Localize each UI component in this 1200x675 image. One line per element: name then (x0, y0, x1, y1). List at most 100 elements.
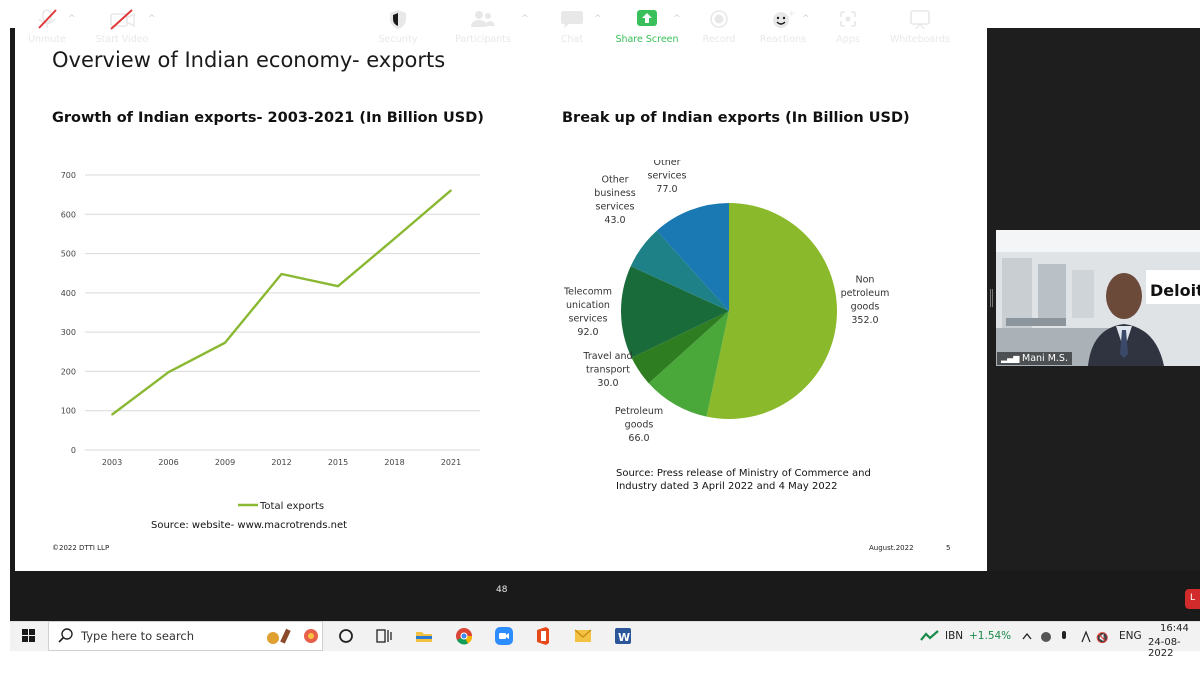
input-language[interactable]: ENG (1119, 630, 1142, 642)
chat-label: Chat (560, 34, 584, 45)
whiteboards-button[interactable]: Whiteboards (890, 0, 950, 50)
clock-time[interactable]: 16:44 (1160, 623, 1189, 634)
video-options-chevron-icon[interactable]: ^ (148, 14, 156, 24)
muted-mic-icon (38, 9, 57, 29)
participant-name-text: Mani M.S. (1022, 353, 1068, 364)
chrome-icon[interactable] (454, 626, 474, 646)
whiteboards-label: Whiteboards (889, 34, 950, 45)
line-chart: 0 100 200 300 400 500 600 700 2003 2006 2009 2012 2… (61, 171, 480, 512)
pie-label-line: unication (566, 300, 610, 311)
line-chart-title: Growth of Indian exports- 2003-2021 (In … (52, 110, 484, 126)
x-tick-label: 2012 (271, 458, 291, 467)
windows-start-icon[interactable] (22, 629, 36, 643)
pie-label-line: services (569, 314, 608, 325)
participants-options-chevron-icon[interactable]: ^ (521, 14, 529, 24)
office-icon[interactable] (533, 626, 553, 646)
security-button[interactable]: Security (378, 0, 418, 50)
x-tick-label: 2018 (384, 458, 404, 467)
shield-icon (390, 10, 406, 29)
pie-label-line: 43.0 (604, 215, 625, 226)
reactions-options-chevron-icon[interactable]: ^ (802, 14, 810, 24)
record-button[interactable]: Record (702, 0, 736, 50)
participants-count: 48 (496, 585, 508, 595)
file-explorer-icon[interactable] (414, 626, 434, 646)
chat-options-chevron-icon[interactable]: ^ (594, 14, 602, 24)
audio-options-chevron-icon[interactable]: ^ (68, 14, 76, 24)
pie-label-line: Non (856, 275, 875, 286)
pie-label-line: 92.0 (577, 327, 598, 338)
security-label: Security (378, 34, 418, 45)
pie-slice-label: Other business services 43.0 (594, 175, 635, 227)
pie-slice-label: Non petroleum goods 352.0 (841, 275, 890, 327)
pie-label-line: Telecomm (563, 287, 612, 298)
clock-date[interactable]: 24-08-2022 (1148, 637, 1181, 659)
system-tray-icons[interactable]: 🔇 (1022, 630, 1122, 644)
pie-chart: Non petroleum goods 352.0 Petroleum goods 66.0… (563, 160, 890, 444)
volume-icon: 🔇 (1096, 631, 1108, 644)
taskbar-search-input[interactable]: Type here to search (81, 629, 195, 643)
share-screen-icon (637, 10, 657, 26)
pie-slice-label: Telecomm unication services 92.0 (563, 287, 612, 339)
share-screen-label: Share Screen (615, 34, 679, 45)
chat-bubble-icon (561, 11, 583, 28)
task-view-icon[interactable] (374, 626, 394, 646)
pie-label-line: petroleum (841, 288, 890, 299)
pie-slice (706, 203, 837, 419)
svg-text:+: + (788, 9, 796, 19)
participant-name: ▂▄▆ Mani M.S. (997, 352, 1072, 365)
pie-label-line: 77.0 (656, 184, 677, 195)
stock-trend-icon (920, 630, 939, 641)
pie-label-line: 66.0 (628, 433, 649, 444)
pie-label-line: transport (586, 365, 630, 376)
pie-slice (630, 230, 729, 311)
apps-icon (840, 11, 856, 27)
stock-change: +1.54% (969, 630, 1012, 642)
pie-label-line: Other (602, 175, 629, 186)
y-tick-label: 400 (61, 289, 76, 298)
microphone-icon (1062, 631, 1066, 639)
participant-video[interactable]: Deloit (996, 230, 1200, 366)
record-icon (710, 10, 728, 28)
share-screen-button[interactable]: Share Screen (615, 0, 679, 50)
pie-slice (631, 311, 729, 384)
unmute-button[interactable]: Unmute (28, 0, 66, 50)
participants-button[interactable]: Participants (455, 0, 511, 50)
unmute-label: Unmute (28, 34, 66, 45)
word-icon[interactable]: W (613, 626, 633, 646)
x-tick-label: 2015 (328, 458, 348, 467)
data-point (167, 371, 170, 374)
panel-resize-handle[interactable] (990, 289, 993, 307)
start-video-label: Start Video (95, 34, 149, 45)
x-tick-label: 2006 (158, 458, 178, 467)
zoom-app-icon[interactable] (494, 626, 514, 646)
chat-button[interactable]: Chat (555, 0, 589, 50)
wifi-icon (1081, 630, 1091, 643)
mail-icon[interactable] (573, 626, 593, 646)
pie-label-line: Petroleum (615, 406, 663, 417)
legend-label: Total exports (259, 501, 324, 512)
y-tick-label: 200 (61, 367, 76, 376)
share-options-chevron-icon[interactable]: ^ (673, 14, 681, 24)
pie-label-line: services (596, 202, 635, 213)
y-tick-label: 300 (61, 328, 76, 337)
search-highlight-doodle-icon (267, 628, 318, 644)
pie-slice (621, 266, 729, 358)
pie-chart-source: Source: Press release of Ministry of Com… (616, 468, 871, 492)
data-point (111, 413, 113, 416)
pie-chart-title: Break up of Indian exports (In Billion U… (562, 110, 910, 126)
data-point (280, 273, 283, 275)
whiteboard-icon (910, 10, 930, 30)
data-point (450, 189, 452, 192)
slide-title: Overview of Indian economy- exports (52, 48, 446, 72)
stock-name[interactable]: IBN (945, 630, 964, 642)
reactions-button[interactable]: + Reactions (760, 0, 806, 50)
smiley-plus-icon: + (773, 9, 796, 28)
leave-button[interactable]: L (1185, 589, 1200, 609)
start-video-button[interactable]: Start Video (96, 0, 148, 50)
reactions-label: Reactions (759, 34, 807, 45)
apps-button[interactable]: Apps (831, 0, 865, 50)
pie-slice (656, 203, 729, 311)
cortana-icon[interactable] (336, 626, 356, 646)
slide-page-number: 5 (946, 544, 951, 552)
